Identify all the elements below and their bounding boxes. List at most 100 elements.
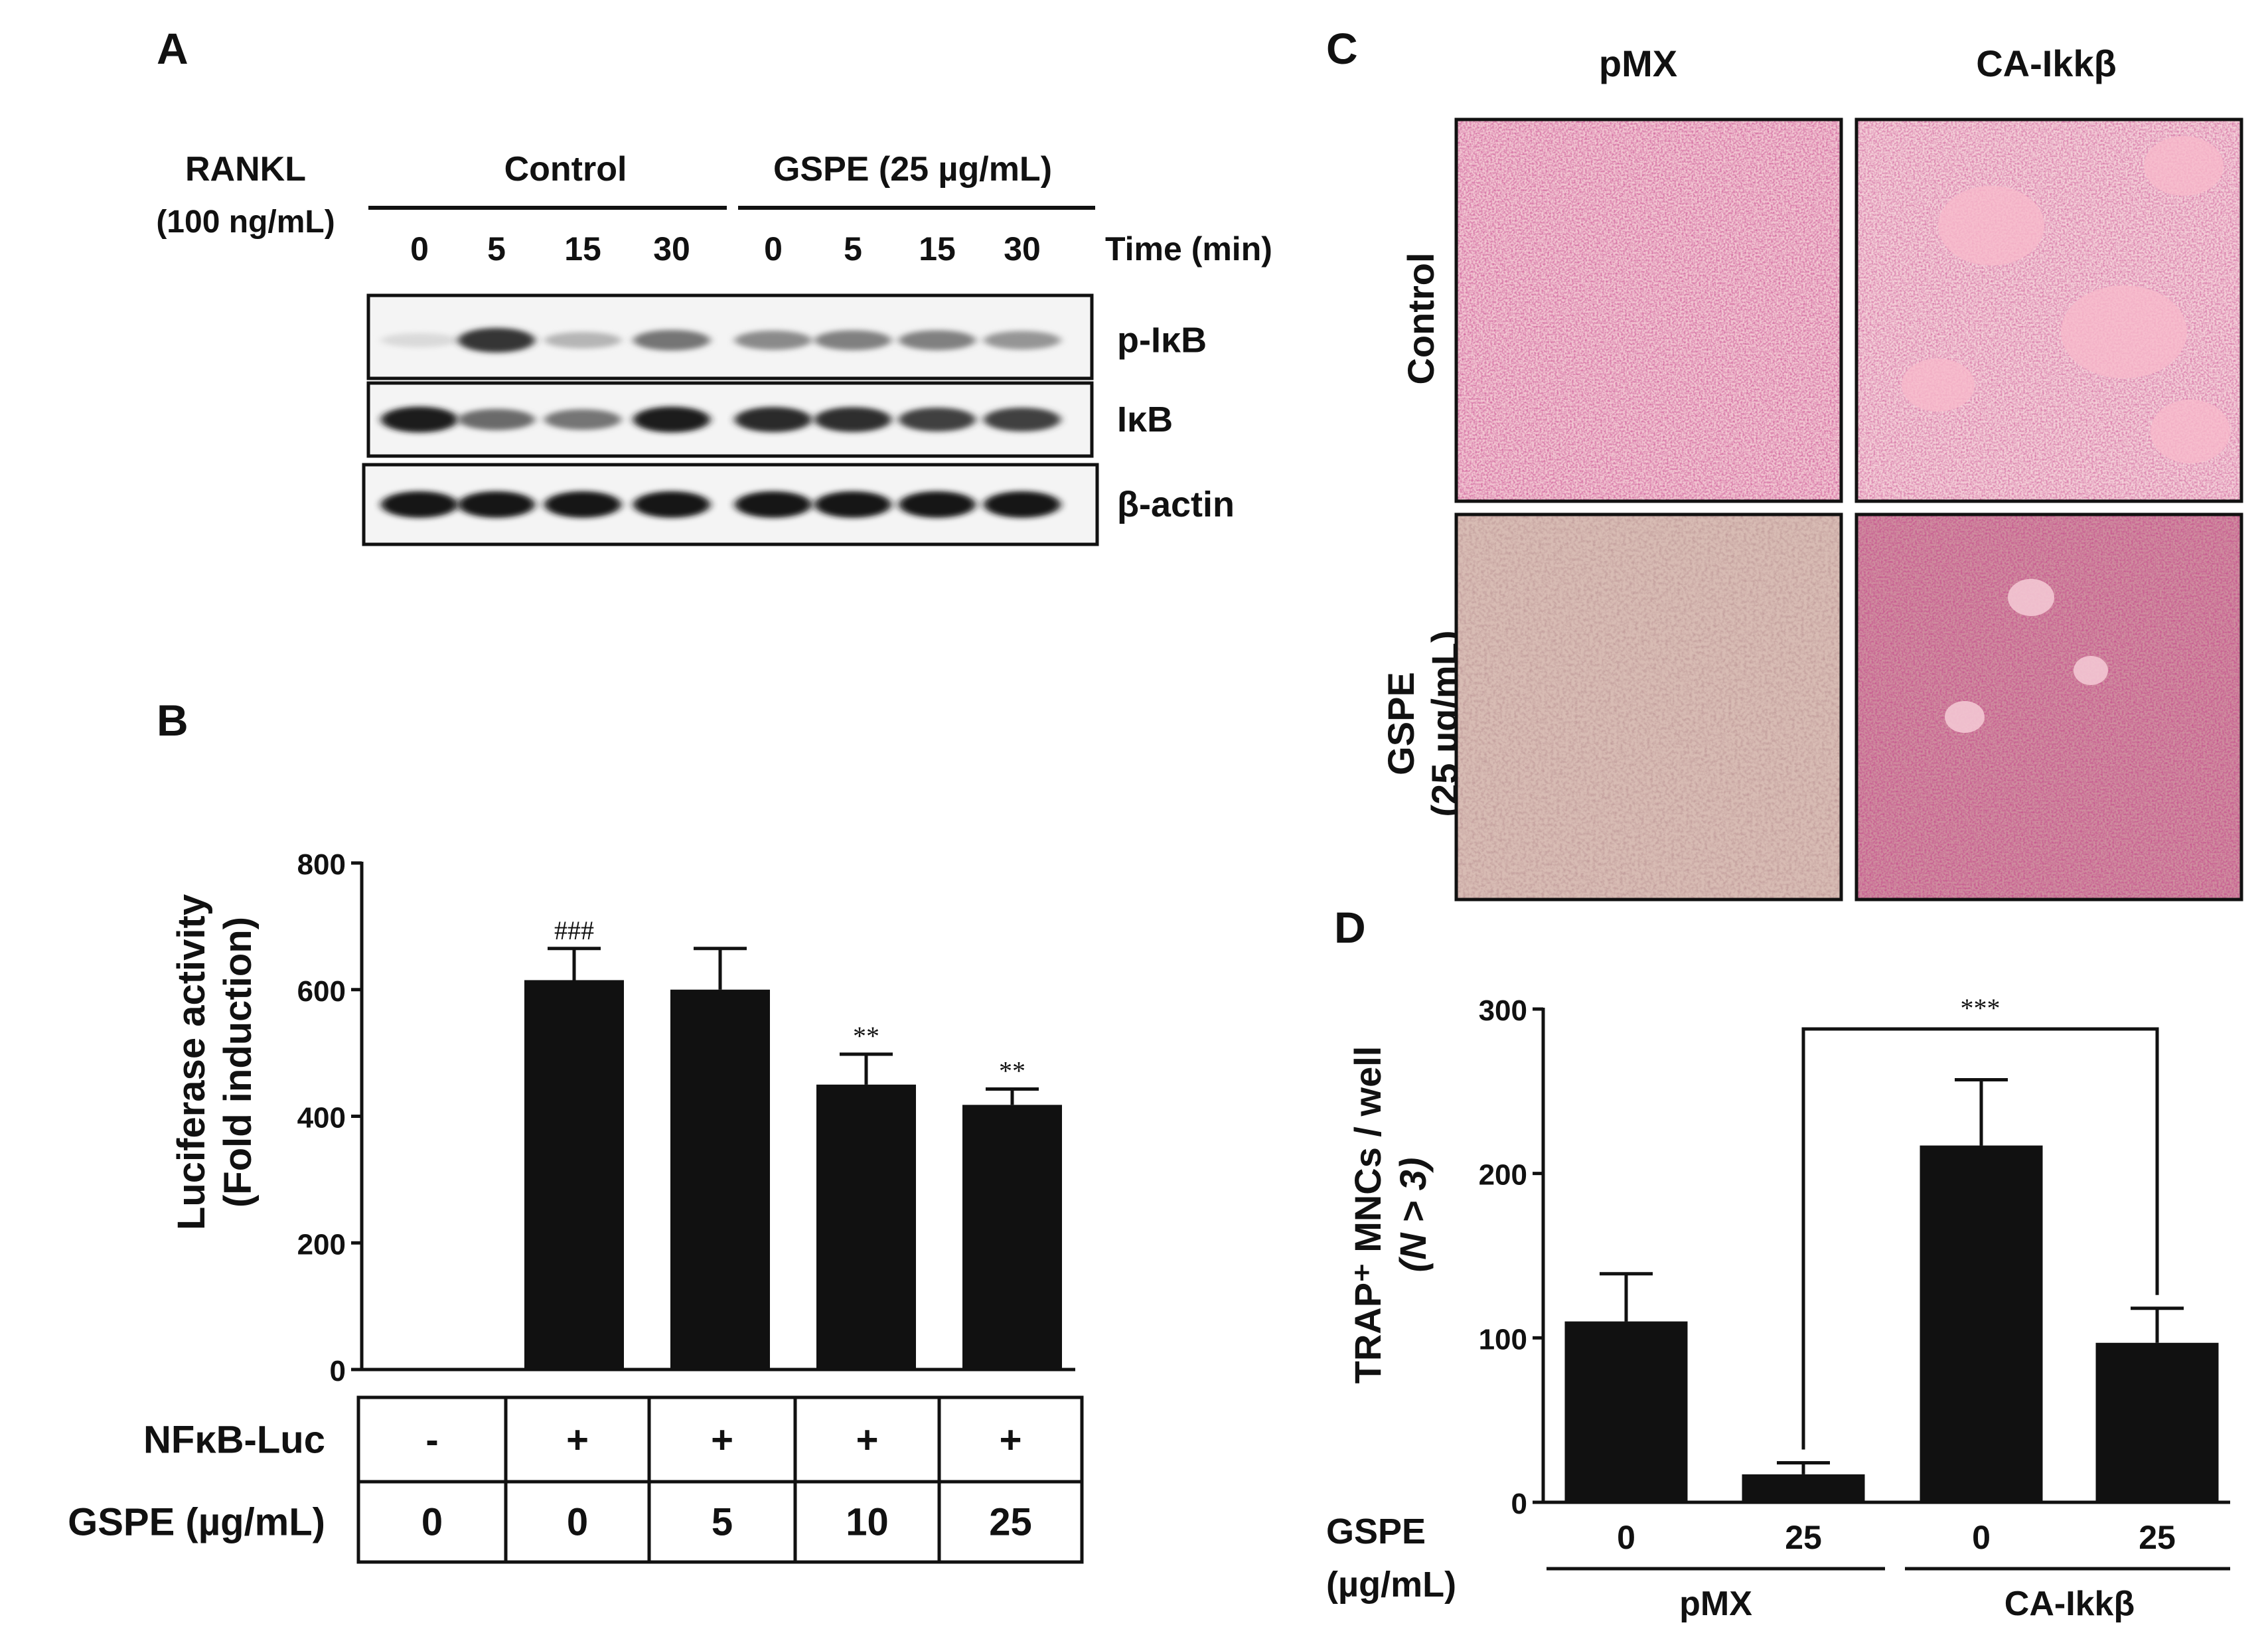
table-cell: + (856, 1419, 879, 1462)
blot-band (544, 332, 621, 349)
table-cell: - (425, 1419, 438, 1462)
x-tick-label: 25 (1785, 1519, 1822, 1556)
y-tick-label: 200 (1479, 1159, 1527, 1192)
time-label: 5 (487, 230, 506, 268)
significance-label: *** (1961, 993, 2001, 1023)
col-header-pmx: pMX (1599, 42, 1677, 84)
blot-band (458, 409, 535, 430)
micrograph-gspe-pmx (1454, 512, 1843, 902)
panel-b: B Luciferase activity (Fold induction) 0… (68, 696, 1084, 1564)
row-header-gspe: GSPE (25 µg/mL) (1380, 630, 1466, 817)
time-axis-label: Time (min) (1105, 230, 1272, 268)
blot-band (544, 491, 621, 518)
d-ylabel: TRAP⁺ MNCs / well (1347, 1046, 1389, 1384)
panel-letter-c: C (1326, 24, 1358, 73)
b-ylabel: Luciferase activity (170, 894, 213, 1230)
blot-band (381, 406, 458, 433)
table-cell: + (566, 1419, 589, 1462)
blot-band (984, 408, 1061, 432)
bar (670, 989, 770, 1370)
time-label: 15 (919, 230, 956, 268)
blot-band (381, 491, 458, 518)
blot-band (899, 330, 976, 351)
bar (816, 1084, 916, 1370)
significance-label: ### (554, 915, 594, 945)
time-label: 0 (764, 230, 783, 268)
blot-band (735, 331, 812, 350)
d-gspe-unit-label: (µg/mL) (1326, 1565, 1456, 1605)
chart-d: 0 100 200 300 0 25 0 25 pMX CA-Ikkβ *** (1479, 993, 2230, 1623)
y-tick-label: 600 (297, 975, 346, 1008)
blot-label: p-IκB (1117, 321, 1207, 360)
blot-band (814, 407, 891, 432)
blot-band (984, 491, 1061, 518)
blot-label: β-actin (1117, 485, 1235, 524)
blot-band (381, 333, 458, 348)
panel-letter-a: A (157, 24, 189, 73)
y-tick-label: 300 (1479, 994, 1527, 1027)
table-cell: 5 (712, 1501, 733, 1544)
table-cell: + (1000, 1419, 1022, 1462)
table-cell: 10 (846, 1501, 889, 1544)
table-cell: + (711, 1419, 733, 1462)
blot-band (544, 409, 621, 430)
micrograph-control-pmx (1454, 118, 1843, 503)
micrograph-control-ca-ikkb (1854, 118, 2243, 503)
chart-b: 0 200 400 600 800 ### ** ** (297, 848, 1075, 1387)
blot-band (735, 491, 812, 518)
b-y-axis-title: Luciferase activity (Fold induction) (170, 894, 260, 1230)
blot-label: IκB (1117, 400, 1173, 439)
time-labels: 0 5 15 30 0 5 15 30 (410, 230, 1041, 268)
row-header-control: Control (1400, 252, 1442, 384)
table-b: NFκB-Luc - + + + + GSPE (µg/mL) 0 0 5 10 25 (68, 1395, 1084, 1564)
time-label: 30 (653, 230, 690, 268)
blot-band (633, 491, 710, 518)
table-cell: 0 (421, 1501, 443, 1544)
blot-1: IκB (366, 381, 1173, 458)
x-tick-label: 25 (2139, 1519, 2176, 1556)
y-tick-label: 400 (297, 1102, 346, 1135)
d-gspe-label: GSPE (1326, 1512, 1426, 1551)
significance-label: ** (999, 1056, 1025, 1085)
bar (1920, 1145, 2043, 1502)
panel-d: D TRAP⁺ MNCs / well (N > 3) 0 100 200 300 0 2… (1326, 903, 2230, 1623)
significance-bracket (1801, 1027, 2159, 1450)
svg-text:GSPE: GSPE (1380, 672, 1422, 775)
panel-c: C pMX CA-Ikkβ Control GSPE (25 µg/mL) (1326, 24, 2243, 902)
y-tick-label: 0 (330, 1355, 346, 1387)
micrograph-gspe-ca-ikkb (1854, 512, 2243, 902)
col-header-ca-ikkb: CA-Ikkβ (1976, 42, 2117, 84)
bar (2095, 1342, 2219, 1502)
panel-a: A RANKL (100 ng/mL) Control GSPE (25 µg/… (156, 24, 1272, 546)
panel-letter-d: D (1334, 903, 1366, 952)
table-row-label: NFκB-Luc (143, 1419, 325, 1462)
y-tick-label: 800 (297, 848, 346, 881)
significance-label: ** (853, 1021, 879, 1051)
table-row-label: GSPE (µg/mL) (68, 1501, 325, 1544)
svg-text:Control: Control (1400, 252, 1442, 384)
blot-band (814, 491, 891, 518)
blot-band (899, 491, 976, 518)
blot-band (899, 408, 976, 432)
group-label-ca-ikkb: CA-Ikkβ (2004, 1585, 2135, 1623)
x-tick-label: 0 (1617, 1519, 1635, 1556)
group-control-label: Control (504, 150, 627, 189)
d-y-axis-title: TRAP⁺ MNCs / well (N > 3) (1347, 1046, 1434, 1384)
time-label: 30 (1004, 230, 1041, 268)
time-label: 15 (564, 230, 601, 268)
y-tick-label: 0 (1511, 1488, 1527, 1520)
blot-band (458, 491, 535, 518)
time-label: 0 (410, 230, 429, 268)
b-ylabel2: (Fold induction) (216, 917, 260, 1208)
group-label-pmx: pMX (1679, 1585, 1752, 1623)
blot-band (984, 331, 1061, 350)
panel-letter-b: B (157, 696, 189, 745)
group-gspe-label: GSPE (25 µg/mL) (773, 150, 1052, 189)
blot-band (633, 330, 710, 351)
time-label: 5 (844, 230, 862, 268)
table-frame (356, 1395, 1084, 1564)
bar (962, 1105, 1062, 1370)
blot-band (735, 407, 812, 432)
western-blots: p-IκB IκB β-actin (362, 293, 1235, 546)
rankl-label: RANKL (185, 150, 306, 189)
